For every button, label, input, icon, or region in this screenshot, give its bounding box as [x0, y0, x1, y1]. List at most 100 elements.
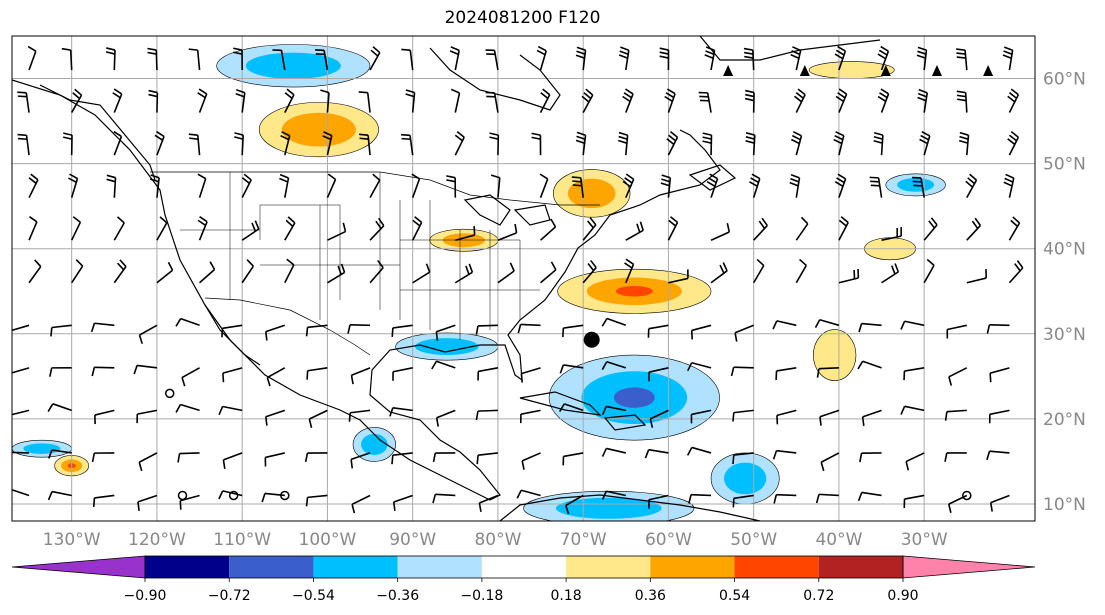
wind-barb [358, 91, 371, 113]
wind-barb [12, 488, 30, 497]
colorbar-tick-label: 0.54 [719, 588, 750, 604]
wind-barb [105, 47, 116, 71]
wind-barb [351, 494, 371, 514]
coastlines-and-borders [12, 36, 881, 521]
wind-barb [752, 258, 765, 284]
lon-tick-label: 50°W [730, 530, 777, 550]
colorbar-tick-label: −0.90 [124, 588, 167, 604]
wind-barb [618, 46, 630, 71]
wind-barb [790, 46, 802, 71]
colorbar-segment [313, 556, 398, 578]
wind-barb [861, 409, 882, 426]
calm-wind-circle [177, 490, 188, 501]
wind-barb [450, 88, 461, 113]
hudson-bay [429, 47, 561, 111]
wind-barb [773, 493, 797, 504]
wind-barb [188, 48, 201, 71]
wind-barb [222, 452, 243, 469]
wind-barb [28, 259, 42, 284]
anomaly-region [361, 433, 388, 455]
wind-barb [1007, 88, 1020, 113]
wind-barb [265, 409, 286, 426]
wind-barb [519, 409, 541, 424]
front-triangle-marker [799, 65, 810, 77]
wind-barb [946, 324, 967, 339]
wind-barb [106, 174, 117, 198]
colorbar-segment [566, 556, 651, 578]
wind-barb [369, 173, 381, 199]
wind-barb [391, 452, 413, 465]
wind-barb [12, 324, 30, 332]
wind-barb [284, 258, 295, 284]
wind-barb [562, 452, 584, 466]
wind-barb [241, 173, 252, 199]
wind-barb [816, 367, 839, 378]
wind-barb [306, 367, 328, 380]
lon-tick-label: 30°W [901, 530, 948, 550]
wind-barb [412, 263, 431, 284]
wind-barb [648, 494, 669, 509]
storm-center-marker [583, 331, 600, 348]
wind-barb [857, 491, 882, 502]
wind-barb [71, 259, 84, 284]
wind-barb [838, 216, 849, 241]
wind-barb [944, 452, 967, 462]
wind-barb [17, 91, 30, 113]
wind-barb [986, 450, 1010, 461]
wind-barb [218, 490, 243, 500]
wind-barb [1003, 173, 1015, 198]
us-mexico-border [204, 297, 371, 356]
wind-barb [454, 131, 465, 156]
wind-barb [956, 48, 968, 71]
colorbar: −0.90 −0.72 −0.54 −0.36 −0.18 0.18 0.36 0.54 0.7… [11, 555, 1036, 604]
wind-barb [706, 173, 719, 198]
colorbar-segment [397, 556, 482, 578]
lat-tick-label: 10°N [1043, 495, 1086, 515]
wind-barb [233, 47, 243, 71]
wind-barb [664, 88, 676, 113]
wind-barb [113, 259, 127, 284]
wind-barb [28, 173, 39, 199]
wind-barb [858, 322, 882, 333]
west-coast-inlets [39, 84, 156, 181]
colorbar-tick-label: −0.54 [292, 588, 335, 604]
wind-barb [734, 324, 754, 342]
wind-barb [485, 91, 499, 113]
wind-barb [582, 259, 597, 284]
wind-barb [197, 88, 208, 113]
lon-tick-label: 100°W [299, 530, 357, 550]
wind-barb [988, 409, 1010, 424]
wind-barb [12, 409, 30, 416]
lon-tick-label: 80°W [474, 530, 521, 550]
wind-barb [581, 88, 594, 113]
wind-barb [958, 131, 970, 156]
wind-barb [435, 409, 456, 427]
wind-barb [138, 324, 158, 344]
wind-barb [815, 493, 839, 504]
wind-barb [279, 173, 290, 198]
wind-barb [618, 131, 629, 156]
anomaly-region [724, 462, 767, 495]
wind-barb [986, 324, 1010, 334]
wind-barb [732, 494, 754, 508]
calm-wind-circle [164, 388, 175, 399]
wind-barb [147, 47, 158, 71]
wind-barb [649, 409, 669, 428]
wind-barb [516, 489, 541, 499]
anomaly-region [813, 329, 857, 381]
great-lakes [463, 194, 551, 226]
wind-barb [1002, 46, 1014, 71]
wind-barb [70, 88, 83, 113]
south-america-coast [499, 494, 761, 521]
wind-barb [411, 216, 423, 241]
wind-barb [601, 405, 626, 416]
front-triangle-marker [983, 65, 994, 77]
wind-barb [27, 45, 37, 71]
wind-barbs [12, 45, 1024, 515]
marker-layer [164, 65, 994, 501]
wind-barb [668, 269, 689, 284]
wind-barb [347, 324, 371, 334]
wind-barb [565, 494, 584, 515]
front-triangle-marker [880, 65, 891, 77]
map-background [12, 36, 1035, 521]
